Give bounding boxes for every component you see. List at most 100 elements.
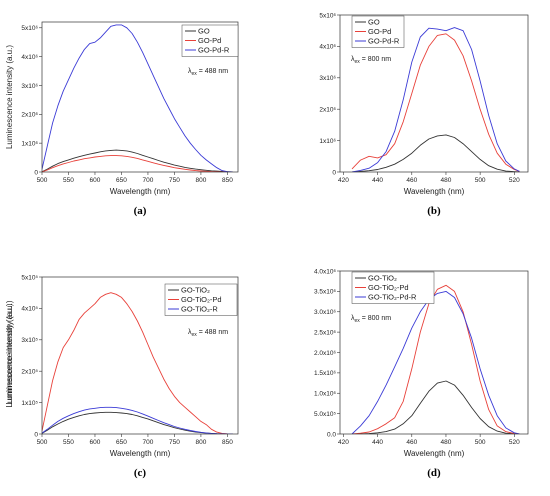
excitation-annotation: λex = 800 nm	[351, 56, 391, 65]
series-line-2	[351, 284, 520, 434]
y-tick-label: 5.0x10⁵	[314, 411, 337, 418]
legend-label: GO-TiO₂-Pd	[181, 295, 222, 304]
y-tick-label: 3x10⁵	[21, 337, 38, 344]
x-tick-label: 460	[406, 439, 417, 446]
legend-label: GO-TiO₂-Pd-R	[368, 293, 417, 302]
x-tick-label: 440	[372, 177, 383, 184]
x-tick-label: 550	[63, 439, 74, 446]
y-tick-label: 1.0x10⁶	[314, 391, 337, 398]
series-line-3	[351, 290, 520, 434]
legend-label: GO-Pd-R	[368, 37, 400, 46]
plot-frame	[41, 276, 239, 435]
legend-label: GO-TiO₂-R	[181, 305, 218, 314]
y-tick-label: 3.0x10⁶	[314, 309, 337, 316]
series-line-1	[352, 380, 520, 434]
chart-panel-d: 420 440 460 480 500 520 0.0 5.0x10⁵ 1.0x10⁶ 1.5x1…	[5, 268, 529, 479]
legend-label: GO-Pd	[368, 27, 391, 36]
y-tick-label: 2x10⁶	[319, 107, 336, 114]
series-line-3	[42, 406, 233, 434]
y-tick-label: 4.0x10⁶	[314, 268, 337, 275]
y-tick-label: 3x10⁶	[21, 83, 38, 90]
x-tick-label: 700	[143, 439, 154, 446]
y-tick-label: 2x10⁵	[21, 369, 38, 376]
series-line-1	[42, 149, 233, 172]
series-line-3	[351, 27, 520, 172]
y-tick-label: 2x10⁶	[21, 112, 38, 119]
x-tick-label: 750	[169, 439, 180, 446]
y-tick-label: 1.5x10⁶	[314, 370, 337, 377]
panel-label: (d)	[427, 467, 441, 479]
legend-label: GO-TiO₂	[181, 286, 210, 295]
panel-label: (a)	[134, 205, 147, 217]
y-tick-label: 4x10⁶	[319, 44, 336, 51]
panel-label: (b)	[427, 205, 441, 217]
y-axis-label: Luminescence intensity (a.u.)	[5, 45, 14, 149]
y-axis-label: Luminescence intensity (a.u.)	[5, 303, 14, 407]
excitation-annotation: λex = 488 nm	[188, 68, 228, 77]
y-tick-label: 2.0x10⁶	[314, 350, 337, 357]
x-axis-label: Wavelength (nm)	[110, 187, 171, 196]
legend-label: GO	[198, 27, 210, 36]
x-tick-label: 500	[475, 177, 486, 184]
y-tick-label: 0	[34, 431, 38, 438]
x-tick-label: 650	[116, 439, 127, 446]
x-tick-label: 480	[441, 439, 452, 446]
y-tick-label: 0	[332, 169, 336, 176]
series-line-2	[42, 292, 233, 434]
x-tick-label: 500	[475, 439, 486, 446]
x-tick-label: 520	[509, 177, 520, 184]
x-tick-label: 420	[338, 177, 349, 184]
y-tick-label: 3.5x10⁶	[314, 289, 337, 296]
x-tick-label: 480	[441, 177, 452, 184]
x-tick-label: 520	[509, 439, 520, 446]
x-tick-label: 850	[222, 439, 233, 446]
legend-label: GO	[368, 18, 380, 27]
y-tick-label: 4x10⁶	[21, 54, 38, 61]
y-tick-label: 0.0	[327, 431, 336, 438]
y-tick-label: 1x10⁵	[21, 400, 38, 407]
x-tick-label: 800	[195, 177, 206, 184]
y-tick-label: 5x10⁵	[21, 274, 38, 281]
x-tick-label: 750	[169, 177, 180, 184]
y-tick-label: 3x10⁶	[319, 75, 336, 82]
plot-frame	[41, 21, 239, 173]
chart-panel-c: 500 550 600 650 700 750 800 850 0 1x10⁵ 2x10⁵ 3x10⁵…	[5, 274, 239, 479]
x-axis-label: Wavelength (nm)	[404, 449, 465, 458]
legend-label: GO-TiO₂-Pd	[368, 283, 409, 292]
x-tick-label: 460	[406, 177, 417, 184]
x-tick-label: 440	[372, 439, 383, 446]
x-axis-label: Wavelength (nm)	[404, 187, 465, 196]
y-tick-label: 0	[34, 169, 38, 176]
legend-label: GO-TiO₂	[368, 274, 397, 283]
x-tick-label: 420	[338, 439, 349, 446]
panel-label: (c)	[134, 467, 147, 479]
plot-frame	[339, 14, 529, 173]
legend-label: GO-Pd	[198, 36, 221, 45]
chart-panel-b: 420 440 460 480 500 520 0 1x10⁶ 2x10⁶ 3x10⁶ 4x10⁶ 5…	[319, 12, 529, 217]
y-tick-label: 1x10⁶	[21, 140, 38, 147]
x-tick-label: 600	[90, 177, 101, 184]
legend-label: GO-Pd-R	[198, 46, 230, 55]
x-tick-label: 650	[116, 177, 127, 184]
x-tick-label: 550	[63, 177, 74, 184]
y-tick-label: 1x10⁶	[319, 138, 336, 145]
x-tick-label: 600	[90, 439, 101, 446]
y-tick-label: 5x10⁶	[21, 25, 38, 32]
y-tick-label: 4x10⁵	[21, 306, 38, 313]
x-tick-label: 500	[37, 177, 48, 184]
series-line-1	[351, 134, 520, 172]
y-tick-label: 5x10⁶	[319, 12, 336, 19]
series-line-2	[42, 155, 233, 172]
excitation-annotation: λex = 488 nm	[188, 329, 228, 338]
x-tick-label: 850	[222, 177, 233, 184]
chart-panel-a: 500 550 600 650 700 750 800 850 0 1x10⁶ 2x10⁶ 3x10⁶…	[5, 21, 239, 217]
y-axis-label: Luminescence intensity (a.u.)	[5, 300, 14, 404]
x-tick-label: 500	[37, 439, 48, 446]
series-line-2	[351, 33, 520, 172]
y-tick-label: 2.5x10⁶	[314, 329, 337, 336]
